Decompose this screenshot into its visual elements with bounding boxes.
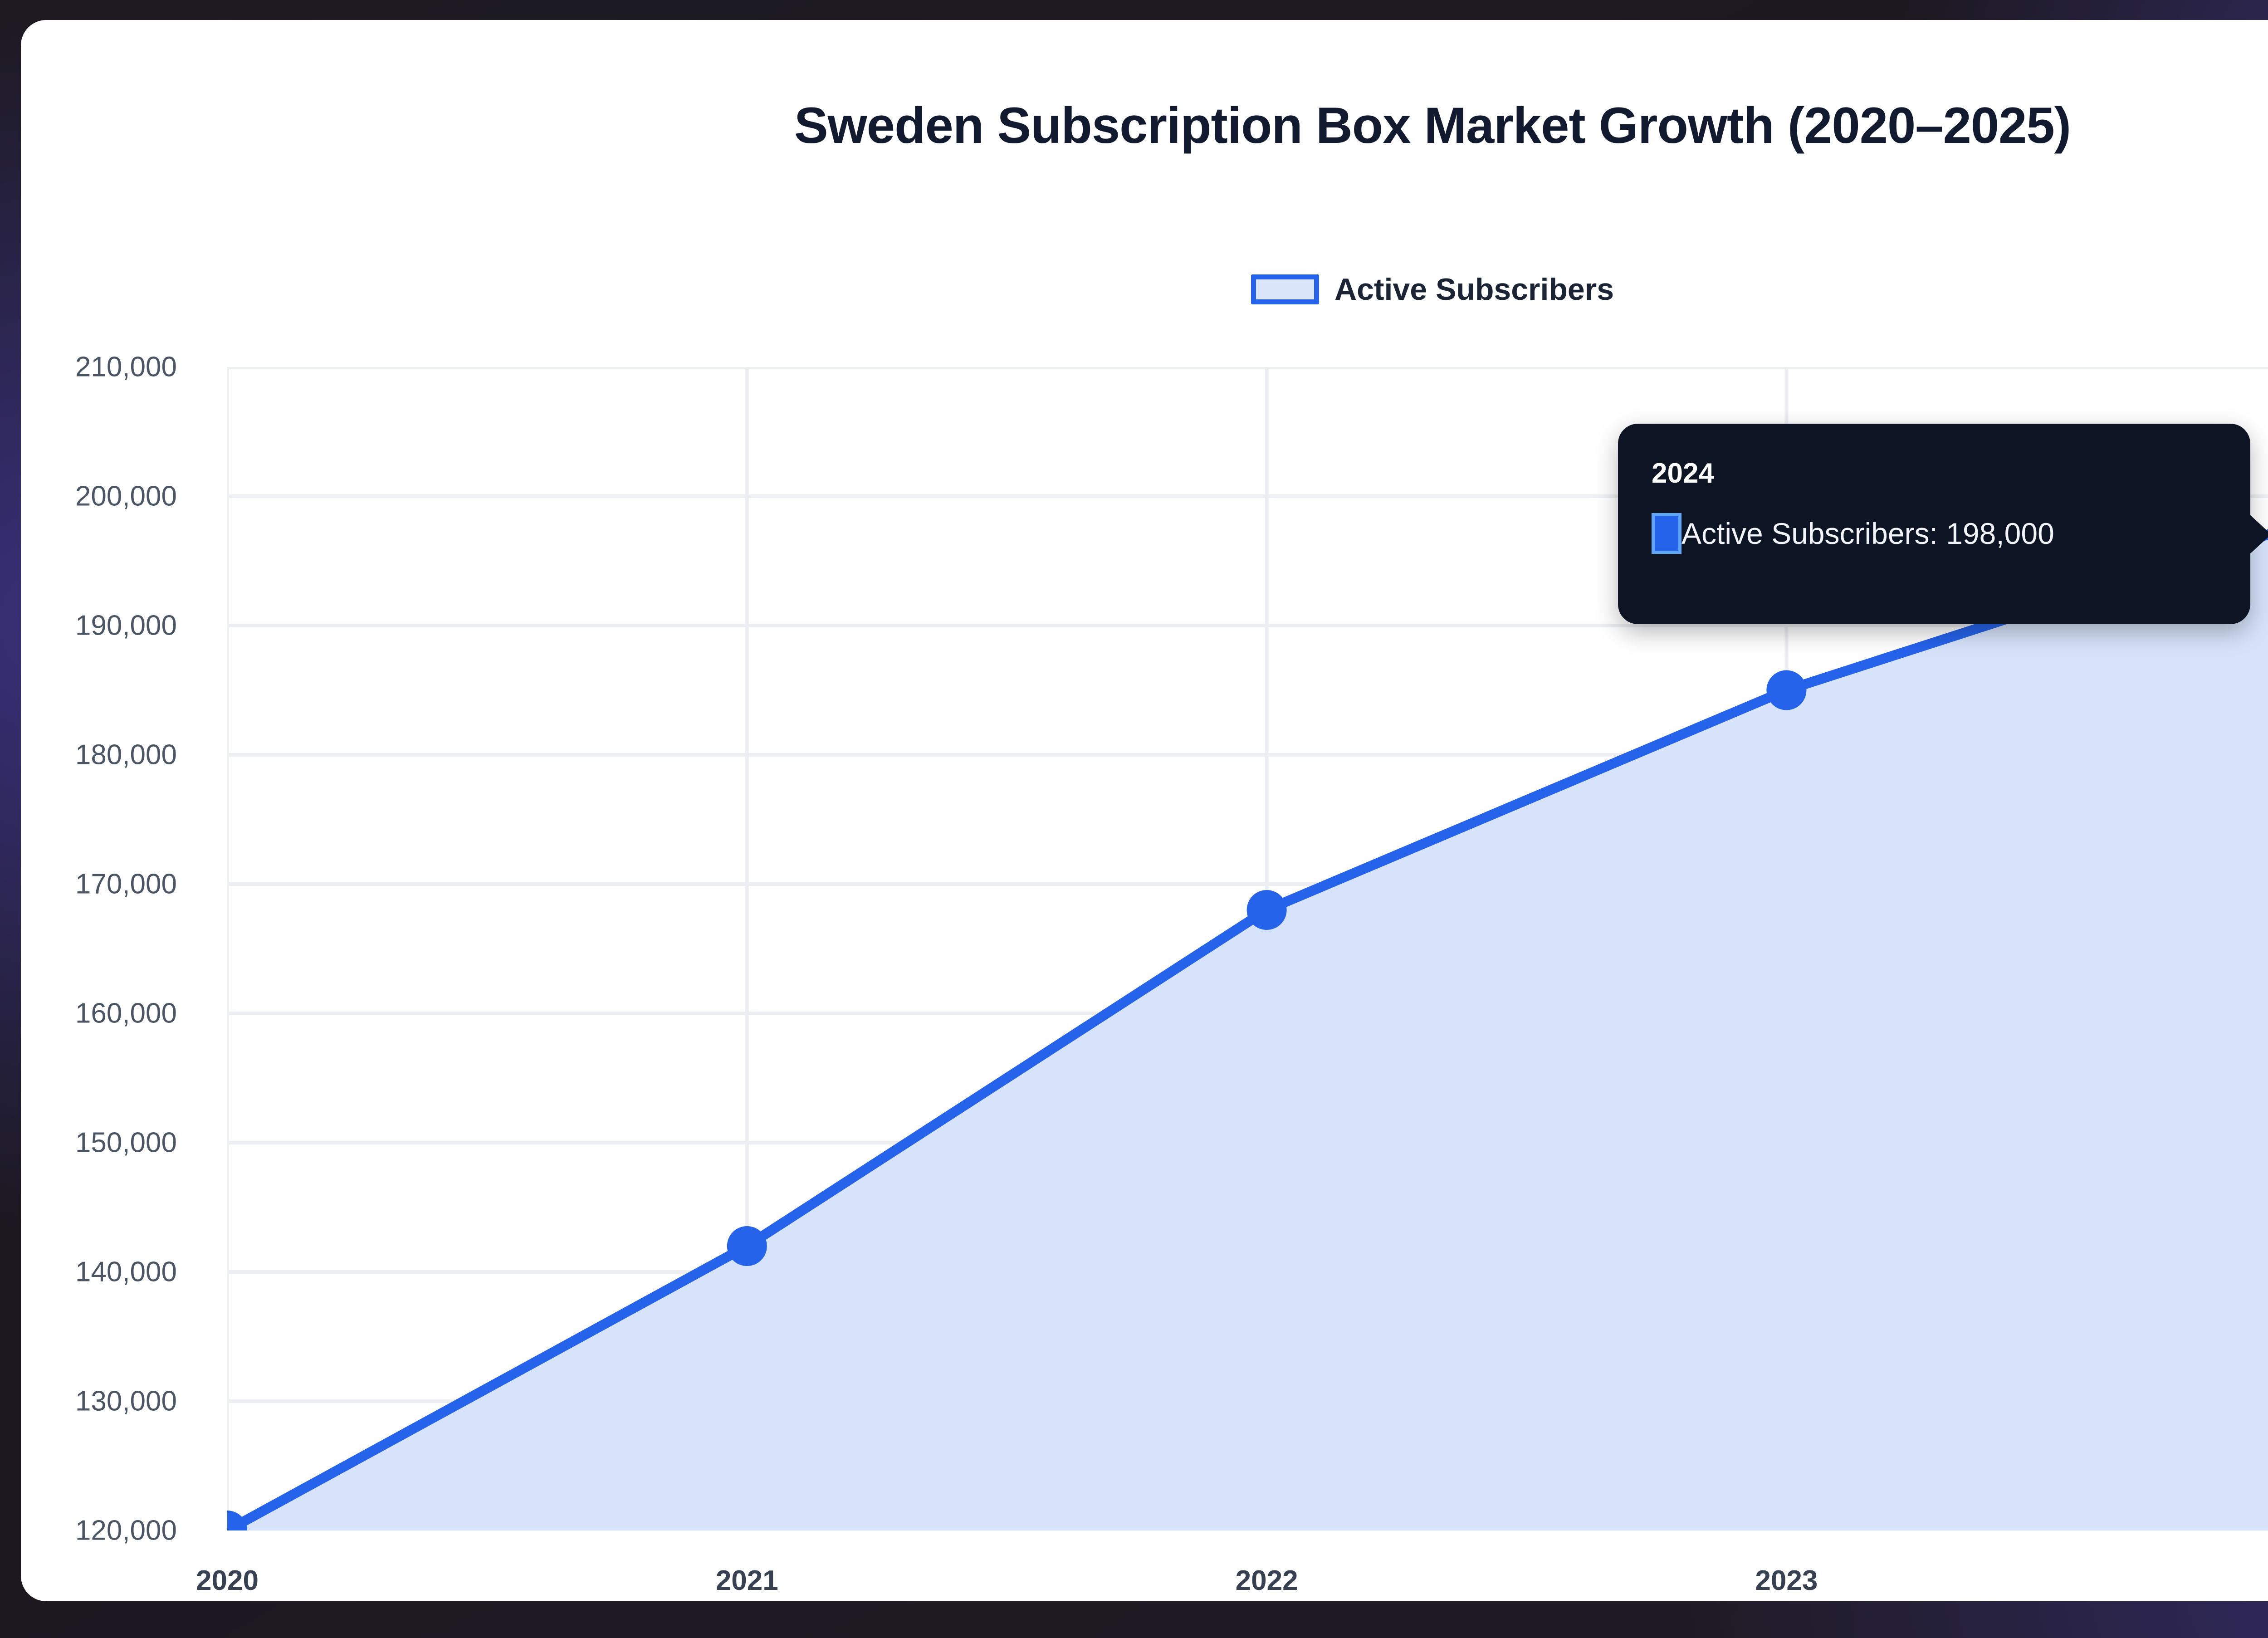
y-axis-tick-label: 130,000 (75, 1385, 177, 1417)
y-axis-tick-label: 210,000 (75, 351, 177, 383)
plot-wrapper: 120,000 130,000 140,000 150,000 160,000 170,0… (75, 352, 2268, 1596)
y-axis-tick-label: 180,000 (75, 739, 177, 771)
chart-card: Sweden Subscription Box Market Growth (2… (21, 20, 2268, 1601)
plot-area[interactable]: 120,000 130,000 140,000 150,000 160,000 170,0… (75, 352, 2268, 1596)
x-axis-tick-label: 2021 (715, 1565, 778, 1596)
chart-svg (227, 367, 2268, 1530)
x-axis-tick-label: 2023 (1755, 1565, 1818, 1596)
data-point-2022[interactable] (1246, 890, 1287, 930)
tooltip-row: Active Subscribers: 198,000 (1652, 513, 2222, 554)
data-point-markers (227, 670, 1807, 1530)
y-axis-tick-label: 140,000 (75, 1256, 177, 1288)
data-point-2020[interactable] (227, 1511, 247, 1530)
chart-tooltip: 2024 Active Subscribers: 198,000 (1618, 424, 2268, 624)
y-axis-tick-label: 120,000 (75, 1515, 177, 1546)
data-point-2023[interactable] (1766, 670, 1807, 710)
y-axis-tick-label: 170,000 (75, 868, 177, 900)
series-line (227, 529, 2268, 1530)
y-axis-tick-label: 190,000 (75, 610, 177, 641)
data-point-2021[interactable] (727, 1226, 767, 1266)
tooltip-value: Active Subscribers: 198,000 (1681, 517, 2054, 550)
y-axis-tick-label: 160,000 (75, 997, 177, 1029)
tooltip-swatch-icon (1652, 513, 1681, 554)
x-axis-tick-label: 2020 (196, 1565, 259, 1596)
legend-item-label: Active Subscribers (1334, 272, 1614, 307)
legend-swatch-icon (1251, 274, 1319, 304)
tooltip-title: 2024 (1652, 458, 1714, 489)
y-axis-tick-label: 150,000 (75, 1127, 177, 1159)
page-title: Sweden Subscription Box Market Growth (2… (794, 97, 2071, 154)
legend-item-active-subscribers[interactable]: Active Subscribers (1251, 272, 1614, 307)
chart-legend: Active Subscribers (21, 272, 2268, 307)
y-axis-tick-label: 200,000 (75, 480, 177, 512)
area-fill (227, 534, 2268, 1530)
x-axis-tick-label: 2022 (1235, 1565, 1298, 1596)
